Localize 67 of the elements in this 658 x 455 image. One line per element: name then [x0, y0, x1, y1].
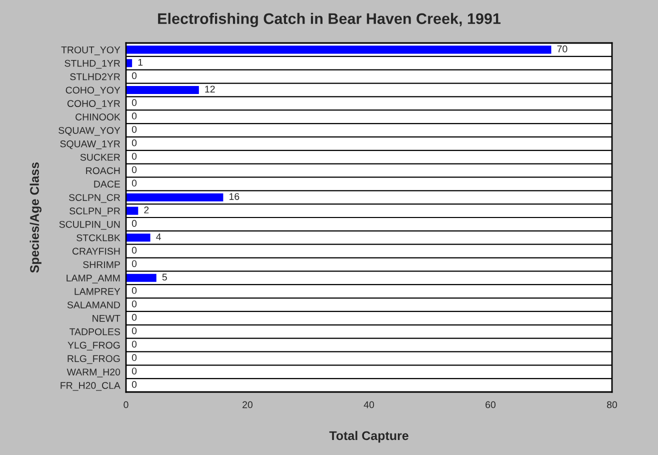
data-label: 4: [156, 233, 161, 240]
y-tick-label: COHO_1YR: [67, 100, 120, 109]
y-tick-label: LAMP_AMM: [66, 274, 120, 284]
y-tick-label: ROACH: [86, 167, 120, 174]
y-tick-label: CHINOOK: [76, 114, 120, 120]
data-label: 0: [132, 287, 137, 294]
y-axis-title: Species/Age Class: [30, 162, 42, 273]
data-label: 0: [132, 381, 137, 388]
data-label: 0: [132, 166, 137, 174]
y-tick-label: COHO_YOY: [66, 86, 120, 96]
data-label: 0: [132, 368, 137, 374]
x-tick-label: 80: [607, 401, 618, 408]
data-label: 0: [132, 99, 137, 106]
x-tick-label: 20: [242, 401, 253, 408]
data-label: 0: [132, 354, 137, 362]
bar: [126, 193, 224, 202]
chart-title: Electrofishing Catch in Bear Haven Creek, 1991: [158, 12, 501, 28]
y-tick-label: SCLPN_PR: [70, 208, 120, 216]
y-tick-label: SHRIMP: [83, 261, 120, 268]
data-label: 0: [132, 180, 137, 187]
bar: [126, 46, 552, 54]
y-tick-label: LAMPREY: [74, 288, 120, 295]
y-tick-label: YLG_FROG: [68, 342, 120, 350]
y-tick-label: STCKLBK: [76, 234, 120, 242]
data-label: 0: [132, 327, 137, 334]
y-tick-label: RLG_FROG: [68, 355, 120, 364]
y-tick-label: SQUAW_YOY: [58, 126, 120, 136]
bar: [126, 86, 199, 94]
data-label: 5: [162, 274, 167, 281]
data-label: 2: [144, 206, 149, 214]
data-label: 0: [132, 112, 137, 120]
data-label: 0: [132, 300, 137, 308]
bar: [126, 234, 150, 242]
data-label: 0: [132, 139, 137, 146]
data-label: 0: [132, 246, 137, 254]
y-tick-label: SCULPIN_UN: [59, 220, 120, 230]
data-label: 70: [557, 45, 568, 52]
y-tick-label: STLHD2YR: [70, 73, 120, 80]
y-tick-label: SALAMAND: [67, 301, 120, 308]
data-label: 0: [132, 260, 137, 268]
data-label: 1: [138, 58, 143, 66]
data-label: 0: [132, 152, 137, 160]
data-label: 0: [132, 220, 137, 227]
x-tick-label: 60: [486, 401, 496, 408]
y-tick-label: STLHD_1YR: [64, 60, 120, 69]
y-tick-label: SQUAW_1YR: [60, 140, 120, 150]
data-label: 12: [205, 86, 215, 92]
data-label: 0: [132, 314, 137, 321]
bar: [126, 59, 132, 68]
data-label: 0: [132, 340, 137, 348]
y-tick-label: TROUT_YOY: [61, 46, 120, 56]
y-tick-label: SUCKER: [80, 154, 120, 161]
x-axis-title: Total Capture: [329, 430, 408, 443]
data-label: 0: [132, 126, 137, 133]
y-tick-label: DACE: [94, 180, 120, 188]
y-tick-label: SCLPN_CR: [69, 194, 120, 203]
data-label: 16: [229, 193, 240, 200]
x-tick-label: 40: [364, 401, 374, 408]
data-label: 0: [132, 72, 137, 80]
bar: [126, 206, 138, 215]
y-tick-label: WARM_H20: [66, 368, 120, 378]
x-tick-label: 0: [124, 401, 128, 408]
bar: [126, 274, 156, 282]
y-tick-label: FR_H20_CLA: [60, 382, 120, 391]
y-tick-label: TADPOLES: [70, 328, 120, 336]
y-tick-label: CRAYFISH: [72, 248, 120, 255]
y-tick-label: NEWT: [92, 315, 120, 322]
